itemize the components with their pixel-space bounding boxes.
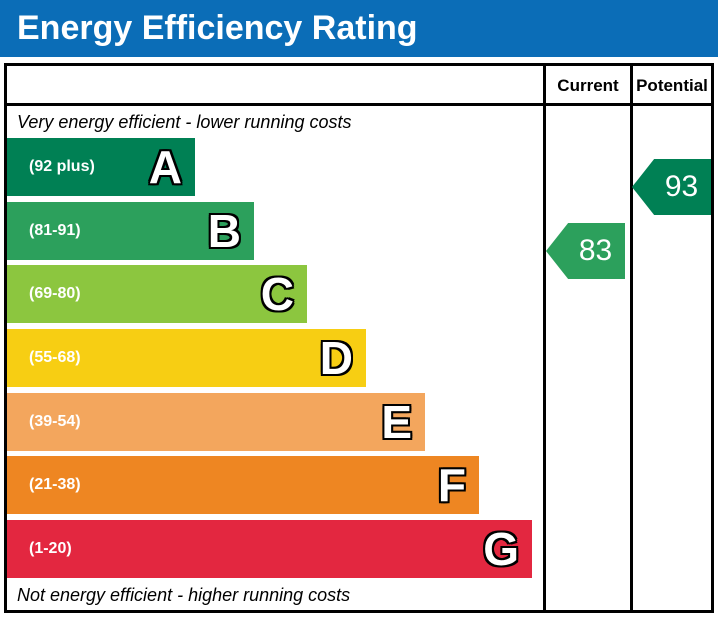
rating-table: Current Potential Very energy efficient … <box>4 63 714 613</box>
band-row-d: (55-68) D <box>7 329 366 387</box>
header-divider <box>7 103 711 106</box>
top-note: Very energy efficient - lower running co… <box>17 112 352 132</box>
band-row-g: (1-20) G <box>7 520 532 578</box>
potential-rating-arrow: 93 <box>632 159 711 215</box>
current-rating-arrow: 83 <box>546 223 625 279</box>
potential-column-header: Potential <box>636 76 708 95</box>
band-letter: G <box>483 523 519 575</box>
band-letter: F <box>437 459 466 511</box>
potential-column-divider <box>630 66 633 610</box>
band-row-e: (39-54) E <box>7 393 425 451</box>
band-range-label: (55-68) <box>29 349 81 366</box>
page-title: Energy Efficiency Rating <box>17 9 418 47</box>
band-letter: E <box>381 396 412 448</box>
band-letter: D <box>319 332 353 384</box>
band-range-label: (1-20) <box>29 540 72 557</box>
band-range-label: (92 plus) <box>29 158 95 175</box>
band-letter: B <box>207 205 241 257</box>
band-row-c: (69-80) C <box>7 265 307 323</box>
band-row-b: (81-91) B <box>7 202 254 260</box>
band-range-label: (39-54) <box>29 413 81 430</box>
band-range-label: (81-91) <box>29 222 81 239</box>
current-column-divider <box>543 66 546 610</box>
band-row-a: (92 plus) A <box>7 138 195 196</box>
bottom-note: Not energy efficient - higher running co… <box>17 585 351 605</box>
band-range-label: (21-38) <box>29 476 81 493</box>
title-bar: Energy Efficiency Rating <box>0 0 718 57</box>
current-rating-value: 83 <box>578 234 613 267</box>
band-row-f: (21-38) F <box>7 456 479 514</box>
band-letter: C <box>260 268 294 320</box>
band-letter: A <box>148 141 182 193</box>
current-column-header: Current <box>557 76 619 95</box>
band-range-label: (69-80) <box>29 285 81 302</box>
potential-rating-value: 93 <box>664 170 699 203</box>
